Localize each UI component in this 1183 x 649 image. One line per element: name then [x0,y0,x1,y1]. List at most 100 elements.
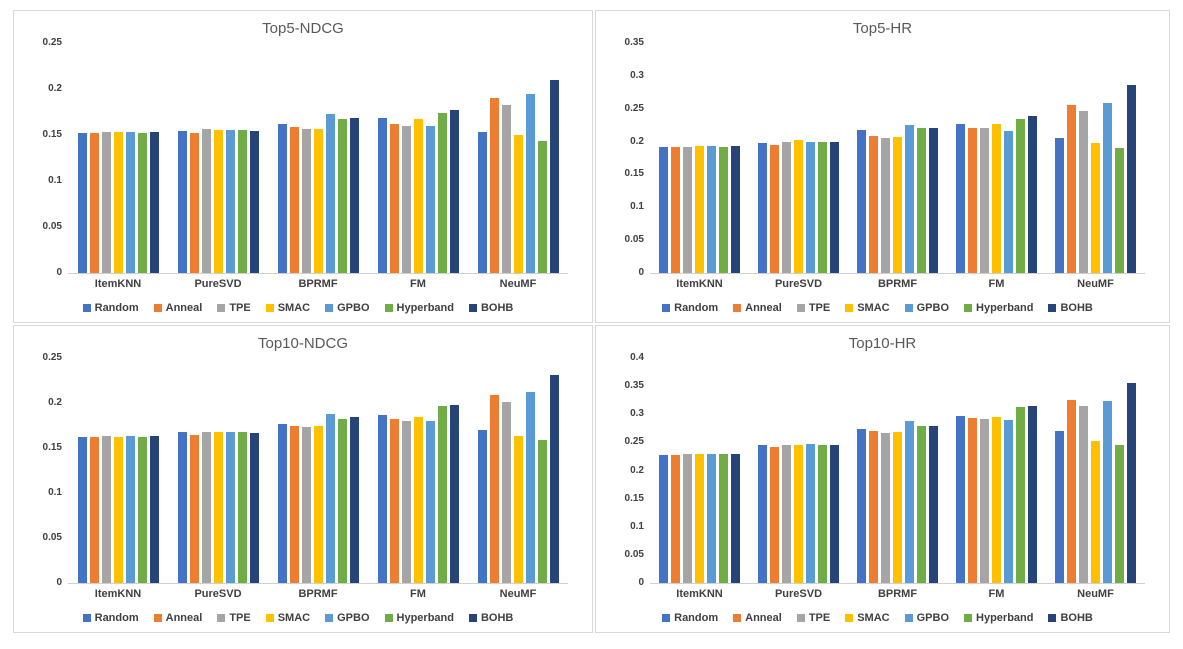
y-axis-tick-label: 0 [56,577,62,588]
legend-label: GPBO [337,302,370,314]
bar-anneal [289,126,299,273]
plot-area: 0 0.05 0.1 0.15 0.2 0.25 0.3 0.35 0.4 [625,352,1145,588]
bar-bohb [1028,405,1037,583]
legend-item-anneal: Anneal [153,612,203,624]
bar-smac [413,119,423,273]
legend-label: Anneal [745,302,782,314]
bar-smac [513,436,523,583]
legend-swatch-icon [904,614,913,622]
bar-tpe [501,402,511,583]
bar-tpe [980,419,989,583]
bar-gpbo [905,421,914,583]
bar-tpe [683,146,692,273]
bar-random [177,431,187,583]
bar-hyperband [1115,445,1124,583]
bar-smac [313,426,323,583]
legend-item-bohb: BOHB [468,612,513,624]
legend-item-gpbo: GPBO [904,612,949,624]
bar-tpe [1079,405,1088,583]
legend-item-smac: SMAC [265,612,310,624]
bar-anneal [968,128,977,273]
bar-cluster-neumf [1046,43,1145,273]
legend-label: Hyperband [976,612,1034,624]
bar-hyperband [1016,406,1025,583]
legend-item-gpbo: GPBO [904,302,949,314]
chart-title: Top10-HR [848,335,917,352]
bar-hyperband [818,141,827,273]
bar-bohb [1127,85,1136,273]
bar-anneal [189,133,199,273]
legend: Random Anneal TPE SMAC GPBO Hyperband BOHB [610,294,1145,322]
bar-hyperband [137,133,147,273]
bar-gpbo [325,413,335,583]
y-axis-tick-label: 0.3 [630,408,644,420]
legend-item-hyperband: Hyperband [964,612,1033,624]
bar-smac [213,431,223,583]
legend-item-smac: SMAC [845,612,890,624]
bar-cluster-fm [368,358,468,583]
bar-tpe [301,129,311,273]
bar-gpbo [125,132,135,273]
legend-label: Anneal [745,612,782,624]
legend-label: TPE [808,612,831,624]
legend-label: SMAC [857,612,890,624]
bar-cluster-fm [947,43,1046,273]
legend-swatch-icon [468,304,477,312]
legend-label: Random [674,302,719,314]
bar-hyperband [1016,118,1025,273]
x-axis-categories: ItemKNN PureSVD BPRMF FM NeuMF [68,584,568,604]
bar-hyperband [818,444,827,583]
bar-cluster-neumf [468,358,568,583]
bar-clusters [650,43,1145,273]
bar-cluster-puresvd [749,43,848,273]
y-axis-tick-label: 0.1 [48,487,62,498]
bar-gpbo [425,421,435,583]
bar-hyperband [337,119,347,273]
bar-anneal [770,144,779,273]
bar-cluster-itemknn [650,358,749,583]
legend-label: Hyperband [396,612,454,624]
chart-panel-top5-hr: Top5-HR 0 0.05 0.1 0.15 0.2 0.25 0.3 0.35 ItemK… [595,10,1170,323]
x-category-label: BPRMF [298,278,338,290]
bar-random [857,429,866,583]
bar-hyperband [437,112,447,273]
legend-item-bohb: BOHB [1048,612,1093,624]
legend-item-tpe: TPE [217,612,251,624]
bar-anneal [770,446,779,583]
legend-label: BOHB [1060,302,1093,314]
bar-tpe [101,132,111,273]
bar-gpbo [1103,102,1112,273]
bar-hyperband [137,437,147,583]
y-axis-tick-label: 0 [638,577,644,588]
chart-body: 0 0.05 0.1 0.15 0.2 0.25 ItemKNN PureSVD BPRMF F… [14,37,592,322]
bar-gpbo [425,125,435,273]
legend: Random Anneal TPE SMAC GPBO Hyperband BOHB [610,604,1145,632]
legend-item-random: Random [662,302,718,314]
y-axis-tick-label: 0.05 [42,221,62,232]
legend-item-gpbo: GPBO [325,612,370,624]
legend-label: Hyperband [976,302,1034,314]
legend-label: TPE [229,302,251,314]
bar-random [477,430,487,583]
bar-anneal [389,123,399,273]
legend-item-tpe: TPE [796,612,831,624]
x-category-label: FM [410,588,426,600]
legend-label: TPE [229,612,251,624]
bar-cluster-itemknn [68,43,168,273]
plot-area: 0 0.05 0.1 0.15 0.2 0.25 [43,37,568,278]
legend-item-tpe: TPE [796,302,830,314]
bar-anneal [1067,104,1076,273]
y-axis-tick-label: 0.4 [630,352,644,363]
bar-anneal [489,98,499,273]
legend-item-random: Random [82,612,139,624]
x-category-label: ItemKNN [94,278,142,290]
legend-label: Anneal [165,612,203,624]
legend-swatch-icon [217,304,226,312]
legend-item-bohb: BOHB [468,302,513,314]
y-axis-tick-label: 0.35 [624,380,644,392]
bar-smac [113,132,123,273]
bar-anneal [671,146,680,273]
legend-label: Hyperband [396,302,454,314]
bar-anneal [89,133,99,273]
legend-swatch-icon [82,304,91,312]
